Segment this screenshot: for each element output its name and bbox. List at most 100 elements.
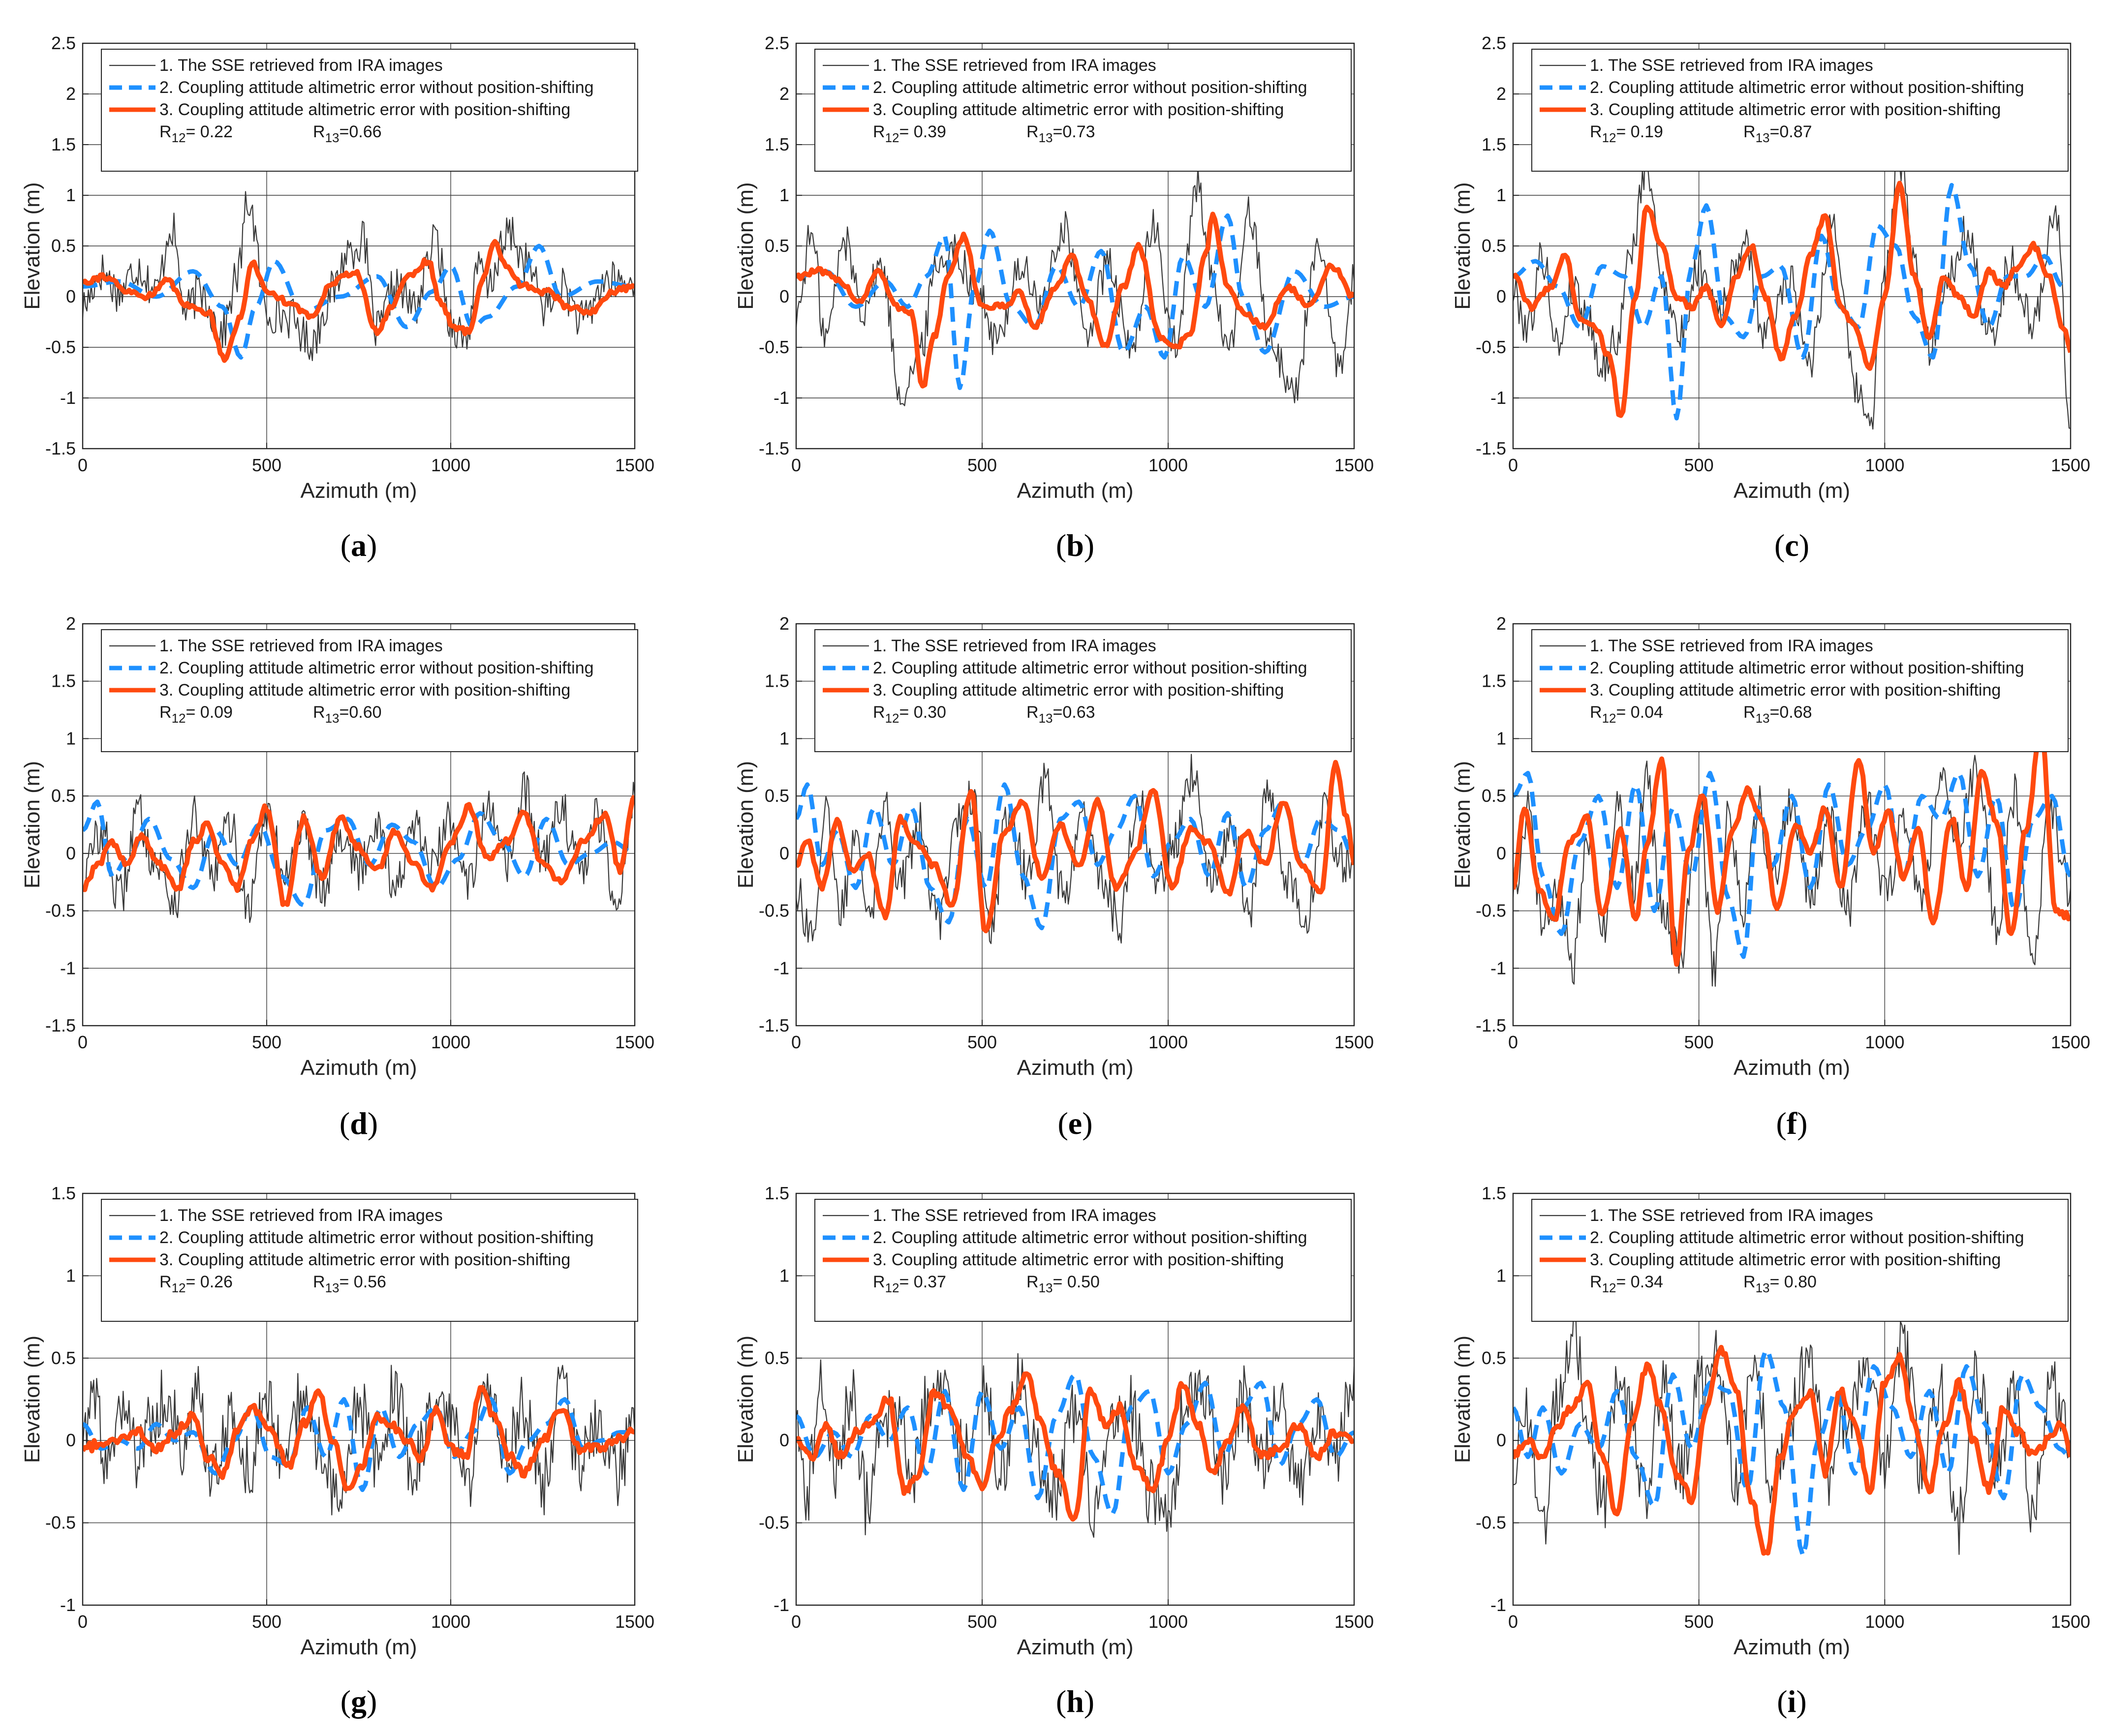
- y-tick-label: 0: [66, 286, 76, 306]
- legend: 1. The SSE retrieved from IRA images 2. C…: [101, 1199, 638, 1322]
- y-tick-label: 1.5: [1482, 671, 1506, 691]
- y-tick-label: 2: [1496, 84, 1506, 104]
- x-axis-label: Azimuth (m): [1734, 1635, 1850, 1659]
- x-tick-label: 500: [967, 1612, 997, 1632]
- series-line-3: [83, 794, 635, 907]
- y-tick-label: 0.5: [765, 1348, 789, 1368]
- panel-caption: (h): [1056, 1684, 1094, 1719]
- y-tick-label: 0: [66, 1430, 76, 1450]
- x-axis-label: Azimuth (m): [1734, 1056, 1850, 1080]
- x-tick-label: 500: [252, 455, 281, 475]
- legend: 1. The SSE retrieved from IRA images 2. C…: [1531, 1199, 2069, 1322]
- panel-d: -1.5 -1 -0.5 0 0.5 1 1.5 2 0 500 1000 1500 Azimuth (…: [20, 613, 654, 1141]
- x-tick-label: 1000: [431, 1612, 470, 1632]
- legend-entry-1: 1. The SSE retrieved from IRA images: [1590, 56, 1873, 75]
- y-tick-label: 0: [779, 843, 789, 863]
- x-tick-label: 500: [1684, 455, 1714, 475]
- y-tick-label: -0.5: [759, 1513, 789, 1533]
- legend-entry-1: 1. The SSE retrieved from IRA images: [873, 56, 1156, 75]
- panel-caption: (a): [341, 528, 377, 563]
- legend-entry-3: 3. Coupling attitude altimetric error wi…: [1590, 100, 2001, 119]
- y-tick-label: 2: [66, 613, 76, 634]
- y-tick-label: 1: [1496, 728, 1506, 748]
- series-line-3: [796, 212, 1354, 389]
- panel-b: -1.5 -1 -0.5 0 0.5 1 1.5 2 2.5 0 500 1000 1500 Azimut…: [734, 33, 1374, 563]
- panel-a: -1.5 -1 -0.5 0 0.5 1 1.5 2 2.5 0 500 1000 1500 Azimut…: [20, 33, 654, 563]
- x-axis-label: Azimuth (m): [1017, 479, 1133, 503]
- y-tick-label: 2: [779, 84, 789, 104]
- x-axis-label: Azimuth (m): [1734, 479, 1850, 503]
- series-line-2: [796, 782, 1354, 931]
- x-tick-label: 1000: [1865, 455, 1904, 475]
- panel-caption: (c): [1774, 528, 1809, 563]
- legend-box: [1531, 49, 2069, 172]
- legend-entry-1: 1. The SSE retrieved from IRA images: [159, 1206, 443, 1225]
- y-tick-label: 0: [1496, 843, 1506, 863]
- y-axis-label: Elevation (m): [734, 1336, 758, 1463]
- x-axis-label: Azimuth (m): [300, 1635, 417, 1659]
- legend-entry-3: 3. Coupling attitude altimetric error wi…: [873, 1250, 1284, 1269]
- x-tick-label: 1500: [615, 455, 654, 475]
- y-tick-label: -1: [60, 1595, 76, 1615]
- series-line-2: [1513, 183, 2071, 421]
- y-tick-label: 1.5: [765, 134, 789, 154]
- x-tick-label: 1000: [1148, 1032, 1188, 1052]
- y-axis-label: Elevation (m): [734, 761, 758, 888]
- y-tick-label: -1.5: [759, 1015, 789, 1036]
- y-tick-label: -1: [1490, 1595, 1506, 1615]
- y-tick-label: 1.5: [1482, 134, 1506, 154]
- legend-entry-1: 1. The SSE retrieved from IRA images: [873, 1206, 1156, 1225]
- y-tick-label: 1: [779, 185, 789, 205]
- axes-frame: [795, 1192, 1355, 1606]
- x-tick-label: 0: [1508, 1032, 1518, 1052]
- panel-caption: (b): [1056, 528, 1094, 563]
- legend-entry-2: 2. Coupling attitude altimetric error wi…: [873, 1228, 1307, 1247]
- y-tick-label: 1: [66, 1265, 76, 1285]
- y-tick-label: -1.5: [1476, 438, 1506, 458]
- legend-box: [101, 1199, 638, 1322]
- y-axis-label: Elevation (m): [20, 182, 44, 309]
- series-line-3: [83, 239, 635, 363]
- x-tick-label: 1500: [615, 1032, 654, 1052]
- y-axis-label: Elevation (m): [1451, 1336, 1475, 1463]
- axes-frame: [82, 623, 636, 1027]
- y-tick-label: 0.5: [765, 236, 789, 256]
- y-tick-label: 0: [1496, 1430, 1506, 1450]
- y-tick-label: -1: [774, 958, 789, 978]
- y-tick-label: 2: [1496, 613, 1506, 634]
- y-tick-label: 1: [66, 728, 76, 748]
- y-tick-label: -1.5: [1476, 1015, 1506, 1036]
- x-tick-label: 0: [791, 455, 801, 475]
- x-tick-label: 500: [252, 1612, 281, 1632]
- panel-g: -1 -0.5 0 0.5 1 1.5 0 500 1000 1500 Azimuth (m) Ele…: [20, 1183, 654, 1719]
- legend-entry-3: 3. Coupling attitude altimetric error wi…: [159, 100, 570, 119]
- y-tick-label: -0.5: [759, 337, 789, 357]
- x-tick-label: 1000: [1148, 1612, 1188, 1632]
- legend-entry-3: 3. Coupling attitude altimetric error wi…: [1590, 1250, 2001, 1269]
- x-tick-label: 1500: [1334, 1612, 1374, 1632]
- y-tick-label: -0.5: [1476, 1513, 1506, 1533]
- y-tick-label: 1.5: [765, 671, 789, 691]
- legend: 1. The SSE retrieved from IRA images 2. C…: [101, 49, 638, 172]
- y-tick-label: 1: [66, 185, 76, 205]
- x-tick-label: 500: [967, 455, 997, 475]
- x-tick-label: 500: [1684, 1032, 1714, 1052]
- y-tick-label: -0.5: [45, 901, 76, 921]
- y-tick-label: -0.5: [45, 1513, 76, 1533]
- y-tick-label: 2: [66, 84, 76, 104]
- series-line-1: [796, 754, 1354, 944]
- x-tick-label: 0: [78, 1032, 88, 1052]
- legend-entry-2: 2. Coupling attitude altimetric error wi…: [159, 659, 594, 677]
- y-tick-label: -1: [1490, 958, 1506, 978]
- legend-box: [1531, 1199, 2069, 1322]
- legend: 1. The SSE retrieved from IRA images 2. C…: [814, 49, 1352, 172]
- y-axis-label: Elevation (m): [734, 182, 758, 309]
- y-tick-label: 1: [779, 1265, 789, 1285]
- x-tick-label: 1000: [1865, 1612, 1904, 1632]
- y-tick-label: -1: [774, 388, 789, 408]
- legend-entry-3: 3. Coupling attitude altimetric error wi…: [159, 681, 570, 700]
- y-tick-label: 0: [779, 286, 789, 306]
- x-tick-label: 1000: [1865, 1032, 1904, 1052]
- legend-entry-1: 1. The SSE retrieved from IRA images: [159, 637, 443, 655]
